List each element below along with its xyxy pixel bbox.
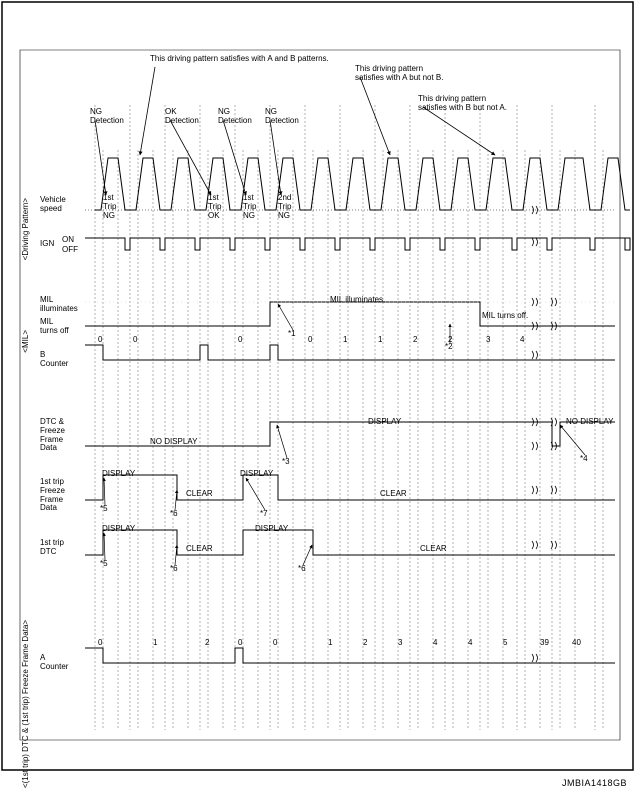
note-ref: *2 [445,343,453,352]
callout: NG Detection [265,108,299,126]
dtc-ff-state: NO DISPLAY [150,438,197,447]
b-counter-value: 3 [486,335,490,344]
a-counter-value: 2 [363,638,367,647]
dtc-ff-state: NO DISPLAY [566,418,613,427]
b-counter-value: 1 [378,335,382,344]
first-ff-state: CLEAR [380,490,407,499]
a-counter-value: 39 [540,638,549,647]
note-ref: *6 [298,565,306,574]
a-counter-value: 0 [273,638,277,647]
trip-flag: 1st Trip NG [103,194,116,220]
callout: This driving pattern satisfies with B bu… [418,95,507,113]
a-counter-value: 1 [328,638,332,647]
b-counter-value: 2 [413,335,417,344]
a-counter-value: 2 [205,638,209,647]
ign-on-label: ON [62,236,74,245]
mil-turnsoff-text: MIL turns off. [482,312,528,321]
callout: NG Detection [218,108,252,126]
ign-off-label: OFF [62,246,78,255]
a-counter-value: 40 [572,638,581,647]
note-ref: *3 [282,458,290,467]
first-dtc-state: DISPLAY [255,525,288,534]
ign-label: IGN [40,240,54,249]
callout: NG Detection [90,108,124,126]
dtc-ff-state: DISPLAY [368,418,401,427]
note-ref: *7 [260,510,268,519]
first-dtc-state: DISPLAY [102,525,135,534]
b-counter-value: 0 [98,335,102,344]
note-ref: *5 [100,560,108,569]
first-dtc-state: CLEAR [420,545,447,554]
callout: This driving pattern satisfies with A an… [150,55,329,64]
mil-illuminates-label: MIL illuminates [40,296,78,314]
b-counter-value: 2 [448,335,452,344]
a-counter-value: 1 [153,638,157,647]
first-ff-label: 1st trip Freeze Frame Data [40,478,65,513]
a-counter-value: 3 [398,638,402,647]
b-counter-label: B Counter [40,351,68,369]
a-counter-value: 4 [433,638,437,647]
trip-flag: 1st Trip NG [243,194,256,220]
note-ref: *6 [170,510,178,519]
first-dtc-state: CLEAR [186,545,213,554]
trip-flag: 1st Trip OK [208,194,221,220]
mil-turnsoff-label: MIL turns off [40,318,69,336]
b-counter-value: 0 [133,335,137,344]
trip-flag: 2nd Trip NG [278,194,291,220]
a-counter-value: 5 [503,638,507,647]
a-counter-value: 0 [238,638,242,647]
a-counter-value: 4 [468,638,472,647]
note-ref: *1 [288,330,296,339]
note-ref: *4 [580,455,588,464]
first-ff-state: CLEAR [186,490,213,499]
figure-id: JMBIA1418GB [562,778,627,788]
driving-pattern-section-label: <Driving Pattern> [22,198,30,260]
first-ff-state: DISPLAY [240,470,273,479]
first-dtc-label: 1st trip DTC [40,539,64,557]
callout: This driving pattern satisfies with A bu… [355,65,444,83]
mil-illuminates-text: MIL illuminates. [330,296,385,305]
a-counter-label: A Counter [40,654,68,672]
b-counter-value: 0 [238,335,242,344]
b-counter-value: 4 [520,335,524,344]
note-ref: *6 [170,565,178,574]
vehicle-speed-label: Vehicle speed [40,196,66,214]
mil-section-label: <MIL> [22,330,30,353]
a-counter-value: 0 [98,638,102,647]
note-ref: *5 [100,505,108,514]
b-counter-value: 0 [308,335,312,344]
b-counter-value: 1 [343,335,347,344]
first-ff-state: DISPLAY [102,470,135,479]
dtc-section-label: <(1st trip) DTC & (1st trip) Freeze Fram… [22,620,30,788]
callout: OK Detection [165,108,199,126]
dtc-ff-label: DTC & Freeze Frame Data [40,418,65,453]
